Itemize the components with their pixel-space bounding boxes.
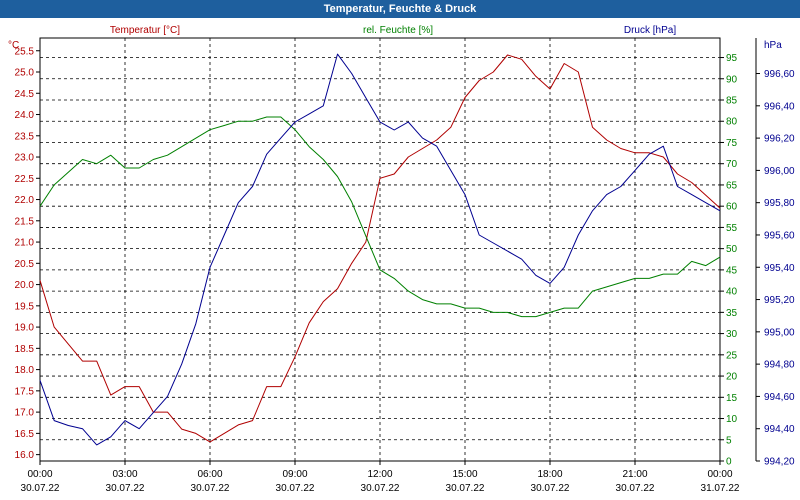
pressure-tick-label: 994,60 bbox=[764, 392, 795, 403]
temperature-tick-label: 22.0 bbox=[15, 195, 35, 206]
pressure-tick-label: 995,40 bbox=[764, 263, 795, 274]
humidity-tick-label: 50 bbox=[726, 244, 738, 255]
temperature-tick-label: 21.0 bbox=[15, 238, 35, 249]
temperature-tick-label: 24.0 bbox=[15, 110, 35, 121]
humidity-series-line bbox=[39, 116, 721, 318]
humidity-tick-label: 0 bbox=[726, 457, 732, 468]
x-tick-time-label: 15:00 bbox=[452, 469, 477, 480]
x-tick-date-label: 30.07.22 bbox=[191, 483, 230, 494]
pressure-tick-label: 995,20 bbox=[764, 295, 795, 306]
pressure-tick-label: 994,80 bbox=[764, 360, 795, 371]
temperature-tick-label: 20.0 bbox=[15, 280, 35, 291]
humidity-tick-label: 10 bbox=[726, 414, 738, 425]
x-tick-date-label: 30.07.22 bbox=[276, 483, 315, 494]
humidity-tick-label: 85 bbox=[726, 96, 738, 107]
temperature-tick-label: 25.5 bbox=[15, 46, 35, 57]
pressure-axis-title: Druck [hPa] bbox=[624, 25, 676, 36]
humidity-tick-label: 25 bbox=[726, 350, 738, 361]
pressure-tick-label: 996,40 bbox=[764, 101, 795, 112]
pressure-series-line bbox=[39, 53, 721, 446]
x-tick-date-label: 30.07.22 bbox=[531, 483, 570, 494]
temperature-axis-title: Temperatur [°C] bbox=[110, 25, 180, 36]
temperature-unit-label: °C bbox=[8, 40, 19, 51]
pressure-tick-label: 994,20 bbox=[764, 457, 795, 468]
humidity-tick-label: 65 bbox=[726, 180, 738, 191]
humidity-tick-label: 55 bbox=[726, 223, 738, 234]
temperature-tick-label: 23.5 bbox=[15, 131, 35, 142]
pressure-unit-label: hPa bbox=[764, 40, 782, 51]
temperature-tick-label: 18.5 bbox=[15, 344, 35, 355]
pressure-tick-label: 994,40 bbox=[764, 424, 795, 435]
x-tick-date-label: 30.07.22 bbox=[106, 483, 145, 494]
x-tick-time-label: 00:00 bbox=[707, 469, 732, 480]
x-tick-time-label: 03:00 bbox=[112, 469, 137, 480]
temperature-tick-label: 19.0 bbox=[15, 323, 35, 334]
temperature-tick-label: 25.0 bbox=[15, 68, 35, 79]
humidity-axis-title: rel. Feuchte [%] bbox=[363, 25, 433, 36]
x-tick-date-label: 30.07.22 bbox=[446, 483, 485, 494]
pressure-tick-label: 995,00 bbox=[764, 327, 795, 338]
x-tick-time-label: 09:00 bbox=[282, 469, 307, 480]
humidity-tick-label: 75 bbox=[726, 138, 738, 149]
humidity-tick-label: 15 bbox=[726, 393, 738, 404]
temperature-tick-label: 17.0 bbox=[15, 408, 35, 419]
series-layer bbox=[39, 53, 721, 446]
temperature-tick-label: 21.5 bbox=[15, 216, 35, 227]
x-tick-time-label: 06:00 bbox=[197, 469, 222, 480]
humidity-tick-label: 95 bbox=[726, 53, 738, 64]
pressure-tick-label: 996,20 bbox=[764, 134, 795, 145]
axes: 00:00 30.07.22 03:00 30.07.22 06:00 30.07.22 0… bbox=[8, 25, 795, 494]
humidity-tick-label: 30 bbox=[726, 329, 738, 340]
humidity-tick-label: 35 bbox=[726, 308, 738, 319]
pressure-tick-label: 996,00 bbox=[764, 166, 795, 177]
window-title: Temperatur, Feuchte & Druck bbox=[0, 0, 800, 18]
x-tick-date-label: 31.07.22 bbox=[701, 483, 740, 494]
humidity-tick-label: 45 bbox=[726, 265, 738, 276]
humidity-tick-label: 20 bbox=[726, 372, 738, 383]
x-tick-date-label: 30.07.22 bbox=[361, 483, 400, 494]
temperature-tick-label: 19.5 bbox=[15, 301, 35, 312]
temperature-tick-label: 16.5 bbox=[15, 429, 35, 440]
x-tick-date-label: 30.07.22 bbox=[616, 483, 655, 494]
x-tick-time-label: 18:00 bbox=[537, 469, 562, 480]
pressure-tick-label: 996,60 bbox=[764, 69, 795, 80]
temperature-tick-label: 17.5 bbox=[15, 386, 35, 397]
x-tick-time-label: 21:00 bbox=[622, 469, 647, 480]
temperature-tick-label: 23.0 bbox=[15, 153, 35, 164]
temperature-tick-label: 16.0 bbox=[15, 450, 35, 461]
grid bbox=[39, 37, 721, 462]
humidity-tick-label: 90 bbox=[726, 74, 738, 85]
temperature-tick-label: 18.0 bbox=[15, 365, 35, 376]
humidity-tick-label: 5 bbox=[726, 435, 732, 446]
x-tick-time-label: 12:00 bbox=[367, 469, 392, 480]
temperature-tick-label: 20.5 bbox=[15, 259, 35, 270]
temperature-tick-label: 24.5 bbox=[15, 89, 35, 100]
temperature-tick-label: 22.5 bbox=[15, 174, 35, 185]
pressure-tick-label: 995,80 bbox=[764, 198, 795, 209]
humidity-tick-label: 70 bbox=[726, 159, 738, 170]
x-tick-date-label: 30.07.22 bbox=[21, 483, 60, 494]
x-tick-time-label: 00:00 bbox=[27, 469, 52, 480]
pressure-tick-label: 995,60 bbox=[764, 230, 795, 241]
humidity-tick-label: 60 bbox=[726, 202, 738, 213]
humidity-tick-label: 80 bbox=[726, 117, 738, 128]
humidity-tick-label: 40 bbox=[726, 287, 738, 298]
